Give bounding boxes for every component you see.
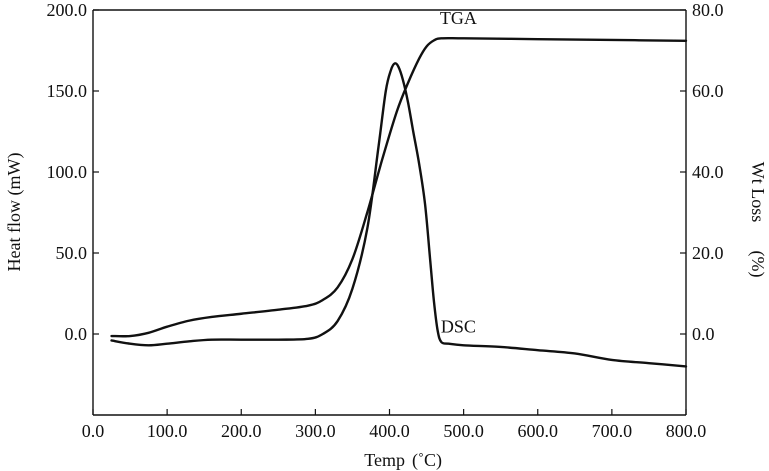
x-tick-label: 400.0 — [369, 421, 410, 441]
x-tick-label: 0.0 — [82, 421, 105, 441]
y-left-axis-title: Heat flow (mW) — [4, 153, 25, 272]
y-right-axis-title-unit: (%) — [747, 251, 768, 278]
x-tick-label: 100.0 — [147, 421, 188, 441]
y-left-tick-label: 150.0 — [47, 81, 88, 101]
x-tick-label: 200.0 — [221, 421, 262, 441]
y-right-axis-title-text: Wt Loss — [748, 162, 768, 223]
series-line-dsc — [110, 62, 688, 368]
ticks-layer: 0.0 100.0 200.0 300.0 400.0 500.0 600.0 700.0 80… — [47, 0, 724, 441]
y-right-tick-label: 80.0 — [692, 0, 724, 20]
series-line-tga — [110, 36, 688, 338]
y-left-tick-label: 0.0 — [65, 324, 88, 344]
axes-layer — [92, 9, 687, 416]
x-axis-unit: (˚C) — [412, 450, 442, 471]
x-tick-label: 800.0 — [666, 421, 707, 441]
x-axis-title: Temp — [364, 450, 405, 470]
y-left-tick-label: 100.0 — [47, 162, 88, 182]
y-right-tick-label: 20.0 — [692, 243, 724, 263]
y-right-axis-title: Wt Loss (%) — [747, 162, 768, 278]
labels-layer: Heat flow (mW) Wt Loss (%) Temp (˚C) — [4, 153, 768, 471]
x-tick-label: 600.0 — [518, 421, 559, 441]
x-tick-label: 500.0 — [443, 421, 484, 441]
y-right-tick-label: 0.0 — [692, 324, 715, 344]
annotation-tga-label: TGA — [440, 8, 477, 28]
y-right-tick-label: 60.0 — [692, 81, 724, 101]
y-left-tick-label: 50.0 — [56, 243, 88, 263]
series-layer: TGA DSC — [110, 8, 688, 368]
annotation-dsc-label: DSC — [441, 316, 476, 336]
y-right-tick-label: 40.0 — [692, 162, 724, 182]
x-tick-label: 300.0 — [295, 421, 336, 441]
y-left-tick-label: 200.0 — [47, 0, 88, 20]
x-tick-label: 700.0 — [592, 421, 633, 441]
